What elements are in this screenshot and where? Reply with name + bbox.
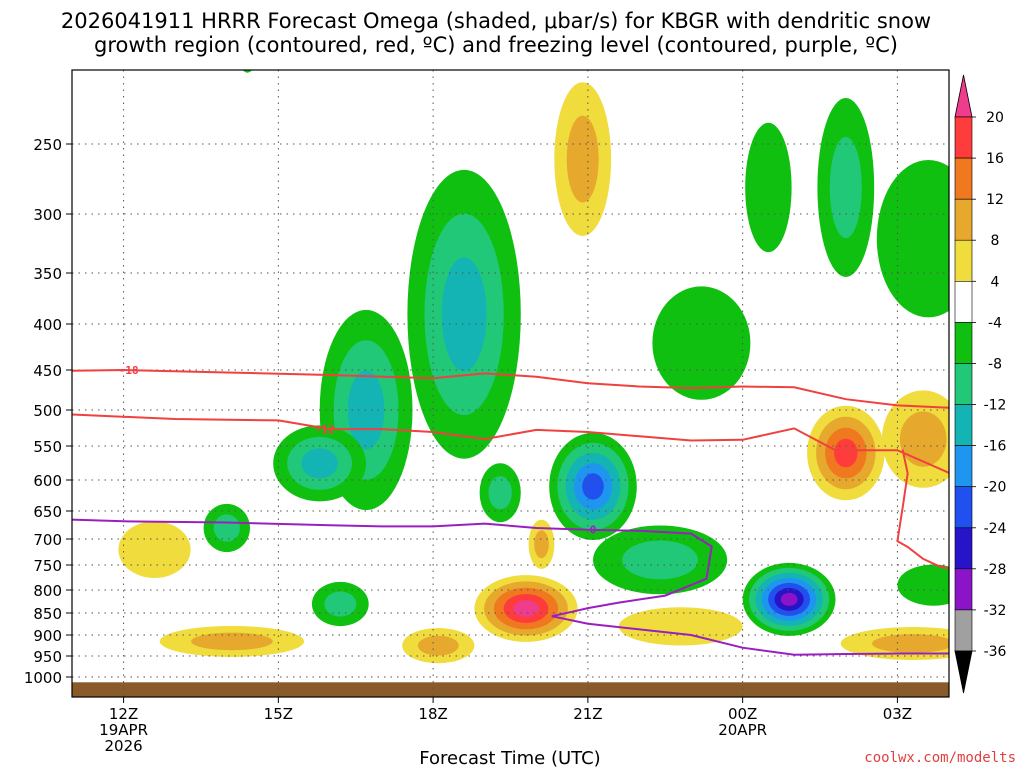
x-tick-label: 18Z bbox=[418, 705, 447, 723]
contour-label-0: 0 bbox=[590, 524, 597, 537]
omega-shade-19-1 bbox=[899, 411, 947, 467]
contour-line-snow-loop bbox=[896, 449, 949, 570]
contour-label--12: -12 bbox=[315, 423, 335, 436]
colorbar-label: 8 bbox=[991, 233, 1000, 249]
y-tick-label: 800 bbox=[33, 582, 62, 600]
colorbar-segment bbox=[954, 486, 973, 529]
omega-shade-22-1 bbox=[417, 635, 459, 656]
y-tick-label: 400 bbox=[33, 316, 62, 334]
y-tick-label: 250 bbox=[33, 136, 62, 154]
omega-shade-14-1 bbox=[488, 476, 512, 510]
y-tick-label: 600 bbox=[33, 472, 62, 490]
colorbar-bottom-cap bbox=[954, 650, 973, 694]
y-tick-label: 350 bbox=[33, 265, 62, 283]
y-tick-label: 750 bbox=[33, 557, 62, 575]
colorbar-segment bbox=[954, 198, 973, 241]
ground-fill bbox=[72, 682, 949, 697]
omega-shade-5-4 bbox=[582, 473, 604, 500]
colorbar-label: 4 bbox=[991, 274, 1000, 290]
omega-shade-21-1 bbox=[191, 632, 273, 651]
colorbar-label: 16 bbox=[986, 151, 1004, 167]
contour-line-0 bbox=[72, 518, 949, 656]
colorbar-segment bbox=[954, 322, 973, 364]
y-tick-label: 700 bbox=[33, 531, 62, 549]
chart-title-line-2: growth region (contoured, red, ºC) and f… bbox=[94, 33, 898, 57]
y-tick-label: 500 bbox=[33, 402, 62, 420]
omega-shade-6-0 bbox=[652, 286, 751, 400]
contour-line--18 bbox=[72, 368, 949, 409]
omega-shade-4-1 bbox=[324, 591, 357, 617]
colorbar-top-cap bbox=[954, 74, 973, 118]
x-tick-label: 00Z bbox=[728, 705, 757, 723]
colorbar-label: -4 bbox=[988, 315, 1002, 331]
colorbar-segment bbox=[954, 568, 973, 611]
colorbar-label: -16 bbox=[984, 439, 1007, 455]
colorbar-label: 12 bbox=[986, 192, 1004, 208]
omega-shade-20-0 bbox=[118, 521, 191, 578]
colorbar-segment bbox=[954, 116, 973, 159]
x-axis-label: Forecast Time (UTC) bbox=[419, 748, 600, 768]
omega-shade-17-1 bbox=[566, 115, 599, 203]
credit-text: coolwx.com/modelts bbox=[864, 750, 1016, 766]
contour-label--18: -18 bbox=[119, 364, 139, 377]
omega-shade-12-0 bbox=[242, 70, 253, 73]
plot-frame bbox=[71, 69, 950, 698]
colorbar-segment bbox=[954, 157, 973, 200]
omega-shade-1-2 bbox=[441, 257, 487, 372]
colorbar-segment bbox=[954, 445, 973, 488]
x-tick-date: 19APR bbox=[99, 721, 148, 739]
omega-shade-9-1 bbox=[829, 136, 862, 239]
omega-shade-11-0 bbox=[876, 160, 949, 318]
y-tick-label: 450 bbox=[33, 362, 62, 380]
colorbar-label: 20 bbox=[986, 110, 1004, 126]
colorbar-label: -20 bbox=[984, 480, 1007, 496]
x-tick-label: 21Z bbox=[573, 705, 602, 723]
omega-shade-10-0 bbox=[745, 122, 792, 253]
x-tick-label: 12Z bbox=[109, 705, 138, 723]
y-tick-label: 850 bbox=[33, 605, 62, 623]
chart-title-line-1: 2026041911 HRRR Forecast Omega (shaded, … bbox=[61, 9, 931, 33]
contour-line--12 bbox=[72, 413, 949, 475]
omega-shade-3-1 bbox=[213, 514, 240, 542]
x-tick-date: 20APR bbox=[718, 721, 767, 739]
colorbar-segment bbox=[954, 527, 973, 570]
colorbar-segment bbox=[954, 404, 973, 446]
omega-shade-2-2 bbox=[301, 448, 338, 479]
colorbar-label: -32 bbox=[984, 603, 1007, 619]
omega-shade-16-1 bbox=[534, 530, 549, 559]
y-tick-label: 900 bbox=[33, 627, 62, 645]
omega-shade-23-1 bbox=[872, 634, 949, 653]
x-tick-year: 2026 bbox=[104, 737, 142, 755]
omega-shade-7-1 bbox=[622, 540, 698, 580]
colorbar-label: -8 bbox=[988, 357, 1002, 373]
omega-shade-24-0 bbox=[618, 607, 743, 646]
colorbar-label: -12 bbox=[984, 398, 1007, 414]
y-tick-label: 300 bbox=[33, 206, 62, 224]
colorbar-label: -24 bbox=[984, 521, 1007, 537]
colorbar-label: -36 bbox=[984, 644, 1007, 660]
omega-shade-18-3 bbox=[834, 438, 858, 468]
y-tick-label: 650 bbox=[33, 503, 62, 521]
colorbar-label: -28 bbox=[984, 562, 1007, 578]
colorbar-segment bbox=[954, 280, 973, 323]
y-tick-label: 550 bbox=[33, 438, 62, 456]
y-tick-label: 950 bbox=[33, 648, 62, 666]
omega-shade-15-4 bbox=[513, 600, 539, 617]
x-tick-label: 15Z bbox=[264, 705, 293, 723]
omega-shade-8-6 bbox=[780, 592, 798, 606]
y-tick-label: 1000 bbox=[24, 669, 62, 687]
colorbar-segment bbox=[954, 609, 973, 652]
x-tick-label: 03Z bbox=[883, 705, 912, 723]
colorbar-segment bbox=[954, 239, 973, 282]
omega-shade-13-0 bbox=[897, 564, 949, 606]
colorbar-segment bbox=[954, 363, 973, 405]
